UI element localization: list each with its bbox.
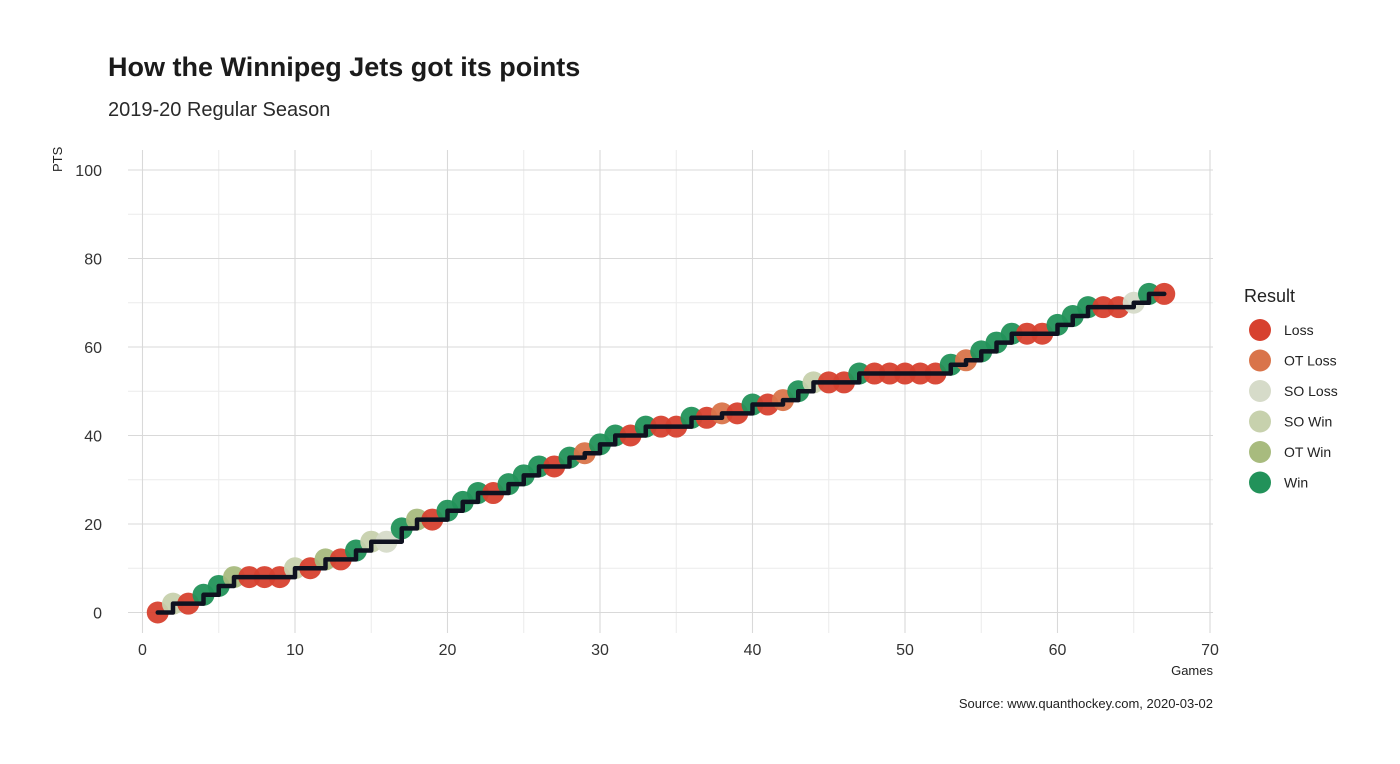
y-tick-label: 20 xyxy=(84,517,102,534)
y-tick-label: 40 xyxy=(84,429,102,446)
source-caption: Source: www.quanthockey.com, 2020-03-02 xyxy=(959,696,1213,711)
legend-swatch xyxy=(1249,471,1271,494)
legend-label: SO Win xyxy=(1284,414,1332,430)
legend-swatch xyxy=(1249,441,1271,463)
x-tick-label: 70 xyxy=(1201,642,1219,659)
y-tick-label: 0 xyxy=(93,606,102,623)
legend-label: Loss xyxy=(1284,322,1314,338)
legend-swatch xyxy=(1249,319,1271,341)
legend-swatch xyxy=(1249,380,1271,402)
x-tick-label: 50 xyxy=(896,642,914,659)
y-axis-label: PTS xyxy=(50,146,65,172)
y-tick-label: 60 xyxy=(84,340,102,357)
x-tick-label: 30 xyxy=(591,642,609,659)
chart-title: How the Winnipeg Jets got its points xyxy=(108,52,580,82)
legend-label: Win xyxy=(1284,475,1308,491)
x-tick-label: 40 xyxy=(744,642,762,659)
x-axis-label: Games xyxy=(1171,663,1213,678)
grid xyxy=(128,150,1213,633)
x-tick-label: 10 xyxy=(286,642,304,659)
y-axis-ticks: 0 20 40 60 80 100 xyxy=(75,163,102,623)
legend: Result Loss OT Loss SO Loss SO Win OT Win Win xyxy=(1244,286,1338,494)
x-axis-ticks: 0 10 20 30 40 50 60 70 xyxy=(138,642,1219,659)
x-tick-label: 20 xyxy=(439,642,457,659)
legend-title: Result xyxy=(1244,286,1295,306)
legend-label: OT Win xyxy=(1284,444,1331,460)
legend-swatch xyxy=(1249,410,1271,433)
cumulative-points-line xyxy=(155,291,1167,615)
chart-subtitle: 2019-20 Regular Season xyxy=(108,99,330,121)
legend-label: OT Loss xyxy=(1284,353,1337,369)
y-tick-label: 80 xyxy=(84,252,102,269)
x-tick-label: 0 xyxy=(138,642,147,659)
y-tick-label: 100 xyxy=(75,163,102,180)
legend-label: SO Loss xyxy=(1284,383,1338,399)
legend-swatch xyxy=(1249,349,1271,372)
x-tick-label: 60 xyxy=(1049,642,1067,659)
